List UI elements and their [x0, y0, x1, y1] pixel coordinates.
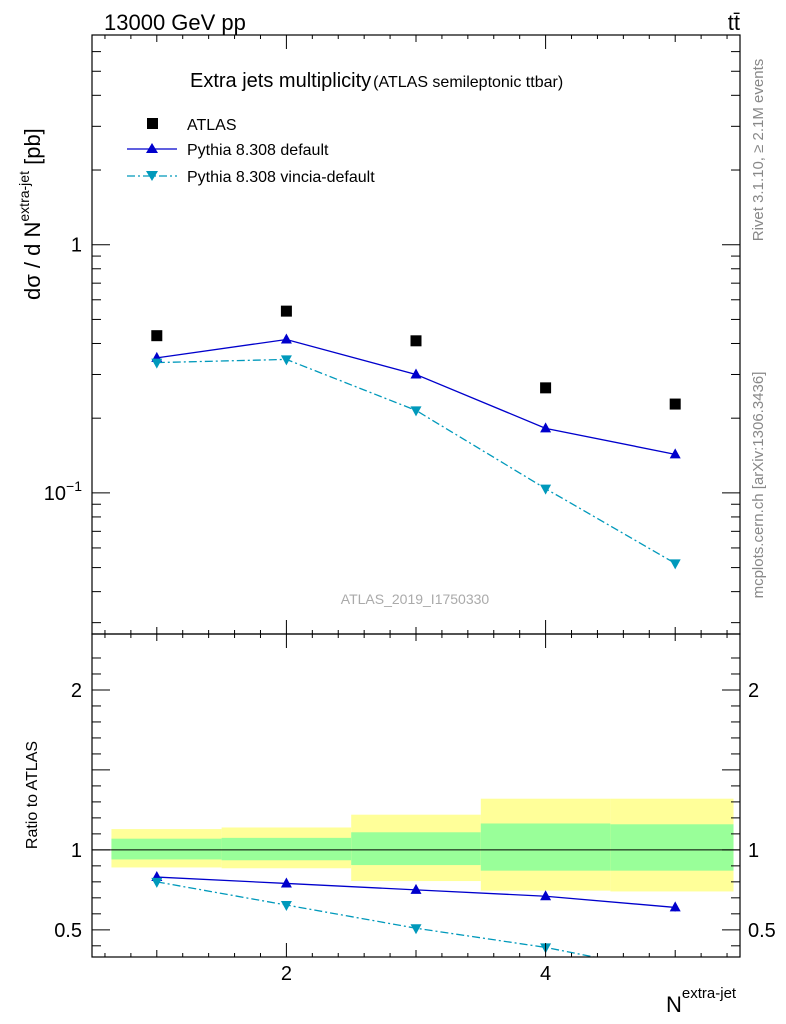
rivet-label: Rivet 3.1.10, ≥ 2.1M events: [750, 59, 767, 242]
main-point-atlas: [410, 335, 422, 347]
legend-label-atlas: ATLAS: [187, 117, 237, 134]
ratio-y-tick-label-right: 1: [748, 840, 759, 862]
ratio-point-default: [280, 877, 292, 888]
legend-label-default: Pythia 8.308 default: [187, 142, 329, 159]
ratio-point-vincia: [151, 877, 163, 888]
main-point-atlas: [280, 305, 292, 317]
ratio-point-default: [669, 901, 681, 912]
main-point-vincia: [410, 406, 422, 417]
main-point-atlas: [669, 398, 681, 410]
main-point-atlas: [540, 382, 552, 394]
legend-marker-vincia: [146, 171, 158, 181]
ratio-series-group: [151, 871, 681, 979]
ratio-inner-band: [480, 823, 611, 871]
ratio-y-tick-label-right: 2: [748, 680, 759, 702]
mcplots-label: mcplots.cern.ch [arXiv:1306.3436]: [750, 372, 767, 599]
ratio-inner-band: [610, 824, 734, 871]
legend-label-vincia: Pythia 8.308 vincia-default: [187, 169, 375, 186]
ratio-plot-area: [92, 798, 740, 979]
x-tick-label: 4: [540, 963, 551, 985]
ratio-point-default: [540, 890, 552, 901]
analysis-watermark: ATLAS_2019_I1750330: [341, 591, 490, 607]
main-point-vincia: [151, 358, 163, 369]
ratio-y-tick-label-left: 1: [71, 840, 82, 862]
ratio-point-default: [410, 883, 422, 894]
ratio-y-tick-label-right: 0.5: [748, 920, 776, 942]
ratio-inner-band: [351, 832, 481, 866]
main-y-tick-label: 10−1: [44, 478, 82, 505]
ratio-point-vincia: [670, 969, 681, 979]
main-point-default: [410, 368, 422, 379]
main-y-tick-label: 1: [71, 235, 82, 257]
ratio-inner-band: [111, 838, 222, 860]
main-line-series-1: [156, 338, 676, 455]
main-point-vincia: [669, 559, 681, 570]
legend: ATLAS Pythia 8.308 default Pythia 8.308 …: [127, 117, 375, 186]
main-point-atlas: [151, 330, 163, 342]
main-y-label: dσ / d Nextra-jet [pb]: [16, 128, 45, 300]
main-point-default: [540, 422, 552, 433]
energy-label: 13000 GeV pp: [104, 10, 246, 35]
ratio-point-vincia: [280, 901, 292, 912]
chart-title: Extra jets multiplicity (ATLAS semilepton…: [190, 70, 563, 92]
main-line-series-2: [156, 358, 676, 564]
axes: 2 4 1 10−1 2 2 1 1 0.5 0.5: [44, 34, 776, 985]
ratio-frame: [91, 633, 741, 958]
process-label: tt̄: [728, 10, 740, 35]
ratio-y-tick-label-left: 0.5: [54, 920, 82, 942]
x-tick-label: 2: [281, 963, 292, 985]
legend-marker-atlas: [147, 118, 158, 129]
ratio-point-vincia: [410, 924, 422, 935]
main-point-vincia: [540, 484, 552, 495]
main-point-default: [669, 448, 681, 459]
x-axis-label: Nextra-jet: [666, 985, 737, 1017]
ratio-y-label: Ratio to ATLAS: [24, 741, 41, 849]
legend-marker-default: [146, 143, 158, 153]
main-point-default: [280, 333, 292, 344]
main-point-vincia: [280, 355, 292, 366]
ratio-inner-band: [221, 837, 352, 861]
main-plot-area: [151, 305, 681, 570]
ratio-y-tick-label-left: 2: [71, 680, 82, 702]
